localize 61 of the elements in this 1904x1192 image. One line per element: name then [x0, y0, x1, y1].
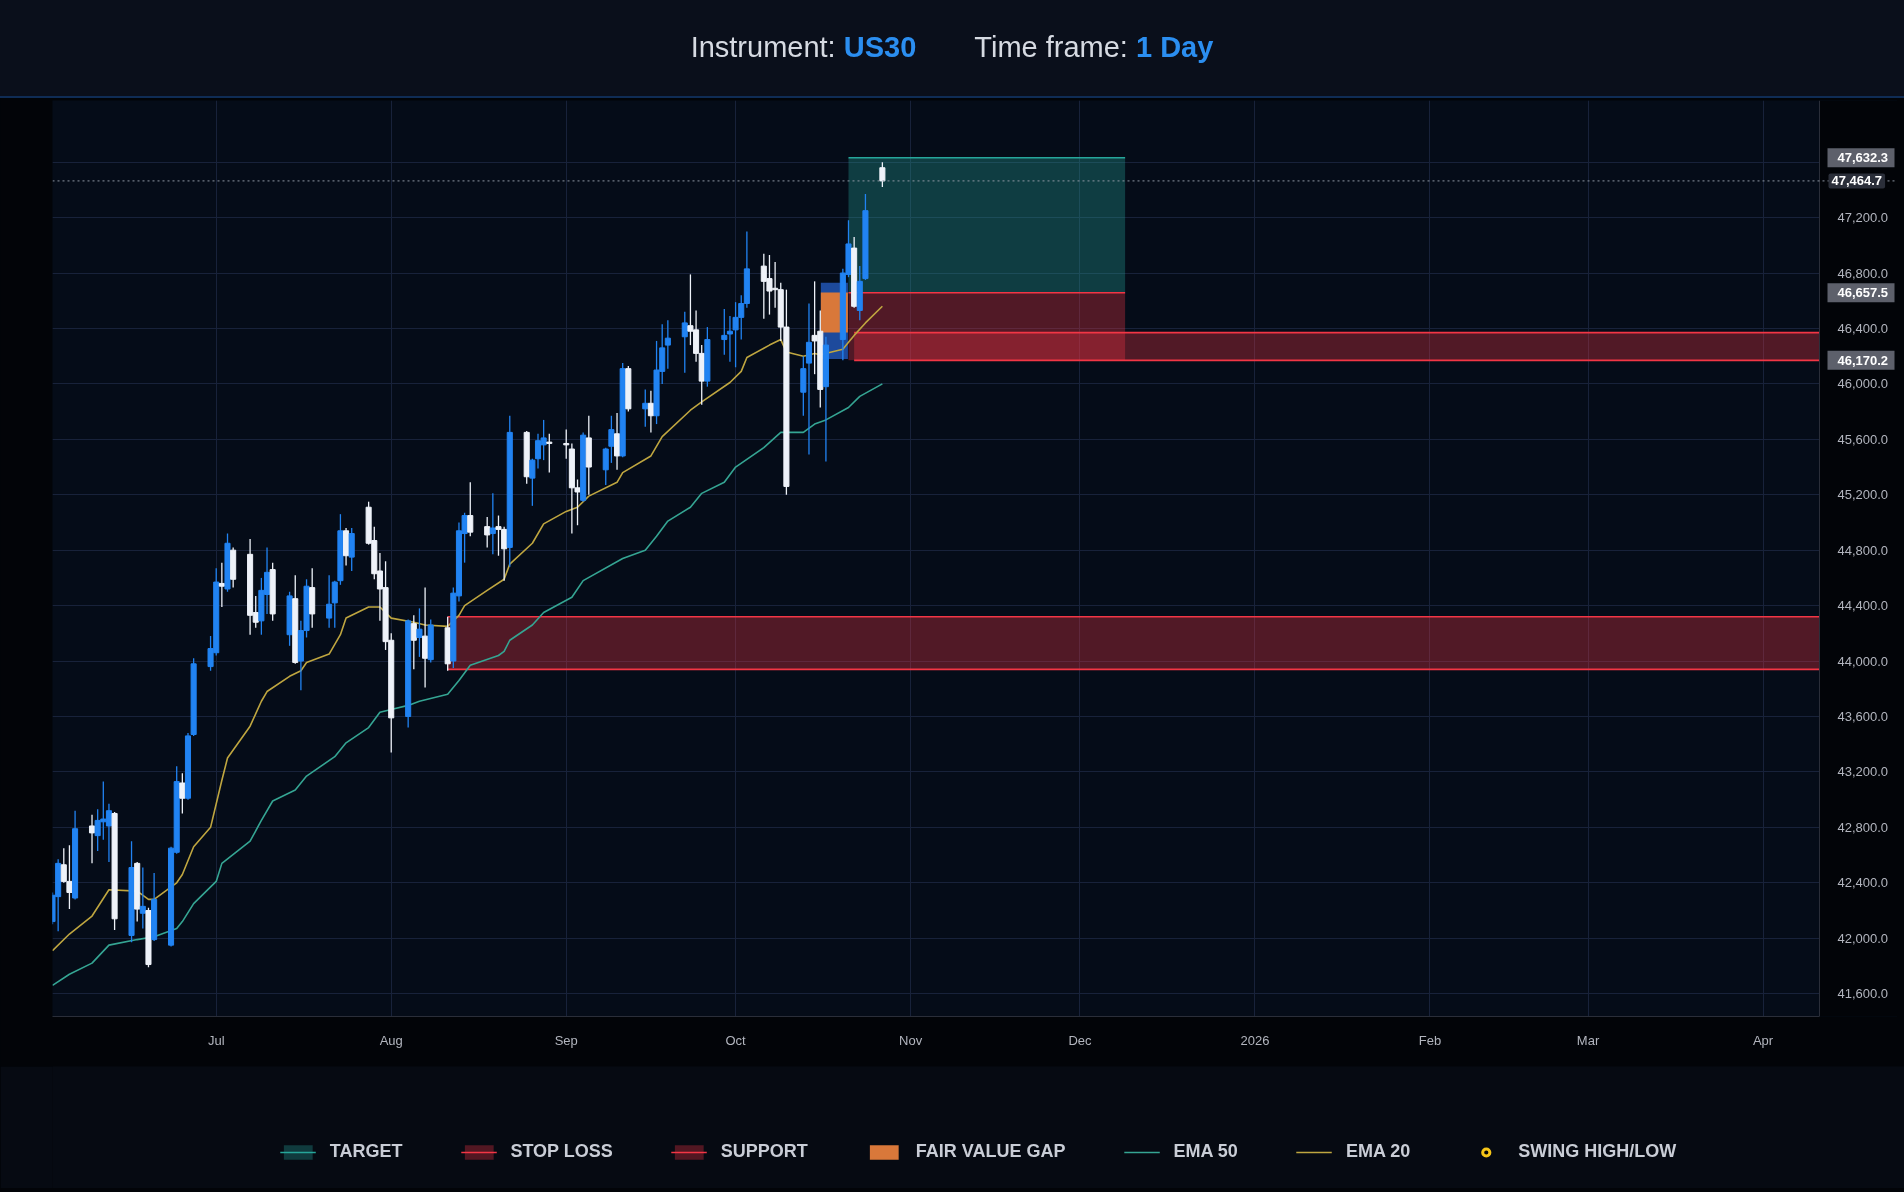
- candlestick: [416, 607, 423, 658]
- legend-label: TARGET: [329, 1141, 403, 1162]
- candlestick: [179, 772, 186, 815]
- y-tick-label: 43,600.0: [1837, 708, 1889, 724]
- y-tick-label: 45,600.0: [1837, 431, 1889, 447]
- legend-label: SUPPORT: [720, 1141, 808, 1162]
- chart-subtitle: Time frame: 1 Day: [974, 30, 1214, 66]
- y-tick-label: 42,400.0: [1837, 875, 1889, 891]
- y-tick-label: 47,200.0: [1837, 210, 1889, 226]
- candlestick: [484, 516, 491, 549]
- candlestick: [489, 492, 496, 555]
- x-tick-label: Oct: [725, 1032, 747, 1048]
- x-tick-label: Apr: [1752, 1032, 1774, 1048]
- x-tick-label: 2026: [1240, 1032, 1270, 1048]
- legend-label: SWING HIGH/LOW: [1518, 1141, 1677, 1162]
- candlestick: [879, 161, 886, 188]
- y-tick-label: 46,800.0: [1837, 265, 1889, 281]
- candlestick: [326, 574, 333, 629]
- y-tick-label: 46,000.0: [1837, 376, 1889, 392]
- legend-label: FAIR VALUE GAP: [915, 1141, 1066, 1162]
- y-tick-label: 42,000.0: [1837, 930, 1889, 946]
- y2-tick-label: 46,170.2: [1837, 352, 1889, 368]
- candlestick: [348, 527, 355, 572]
- y-tick-label: 41,600.0: [1837, 986, 1889, 1002]
- candlestick: [88, 814, 96, 865]
- legend-label: STOP LOSS: [510, 1141, 613, 1162]
- y-tick-label: 46,400.0: [1837, 320, 1889, 336]
- y2-tick-label: 46,657.5: [1837, 285, 1889, 301]
- candlestick: [546, 433, 553, 474]
- x-tick-label: Jul: [207, 1032, 225, 1048]
- x-tick-label: Dec: [1068, 1032, 1093, 1048]
- x-tick-label: Mar: [1576, 1032, 1600, 1048]
- x-tick-label: Aug: [379, 1032, 403, 1048]
- candlestick: [422, 586, 429, 689]
- line-series: [52, 383, 884, 987]
- candlestick: [218, 562, 225, 608]
- y-tick-label: 42,800.0: [1837, 819, 1889, 835]
- y-tick-label: 43,200.0: [1837, 764, 1889, 780]
- legend-label: EMA 20: [1345, 1141, 1411, 1162]
- y-tick-label: 44,000.0: [1837, 653, 1889, 669]
- y2-tick-label: 47,632.3: [1837, 150, 1889, 166]
- candlestick: [664, 319, 671, 370]
- ref-line-label: 47,464.7: [1831, 173, 1883, 189]
- chart-title: Instrument: US30: [690, 30, 917, 66]
- candlestick: [642, 388, 649, 428]
- candlestick: [139, 866, 146, 930]
- y-tick-label: 44,800.0: [1837, 542, 1889, 558]
- candlestick: [467, 481, 474, 537]
- line-series: [52, 305, 884, 952]
- candlestick: [681, 311, 688, 374]
- x-tick-label: Sep: [554, 1032, 578, 1048]
- candlestick: [410, 614, 417, 671]
- y-tick-label: 44,400.0: [1837, 598, 1889, 614]
- candlestick: [602, 446, 609, 486]
- y-tick-label: 45,200.0: [1837, 487, 1889, 503]
- x-tick-label: Feb: [1418, 1032, 1442, 1048]
- x-tick-label: Nov: [899, 1032, 923, 1048]
- candlestick: [563, 428, 570, 460]
- legend-label: EMA 50: [1173, 1141, 1238, 1162]
- candlestick: [721, 308, 728, 356]
- candlestick: [608, 415, 615, 464]
